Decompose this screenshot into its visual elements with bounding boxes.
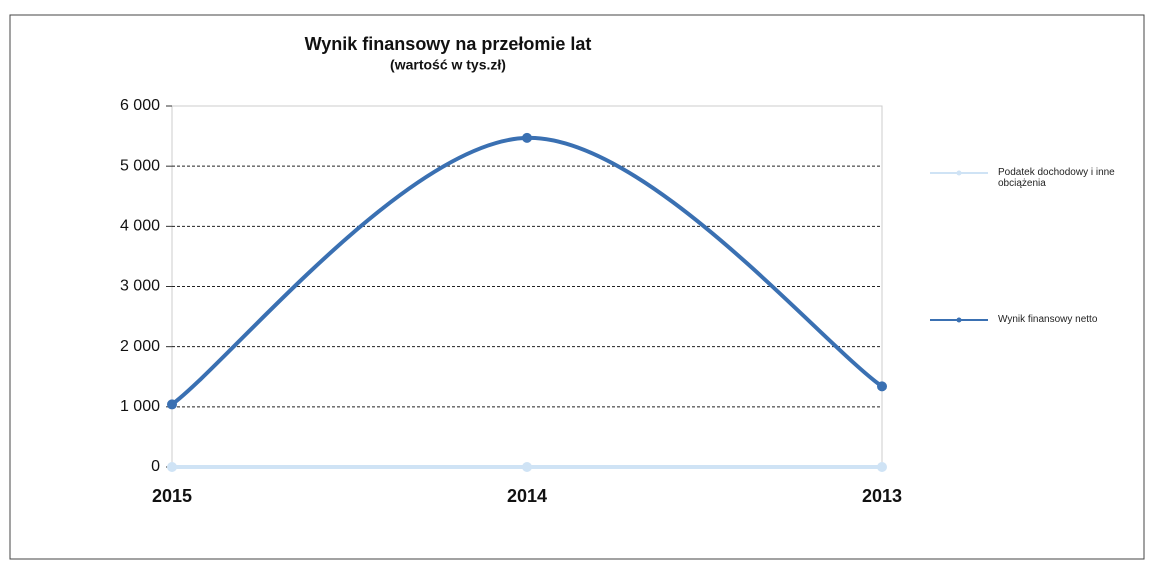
series-line — [170, 135, 884, 407]
chart-frame — [9, 14, 1145, 560]
point — [877, 381, 887, 392]
chart-subtitle: (wartość w tys.zł) — [390, 57, 506, 73]
legend-label: Podatek dochodowy i inne obciążenia — [998, 167, 1115, 189]
y-tick-label: 1 000 — [120, 398, 160, 415]
x-tick-label: 2014 — [507, 486, 547, 506]
point — [167, 462, 177, 472]
y-tick-label: 4 000 — [120, 218, 160, 235]
y-tick-label: 2 000 — [120, 338, 160, 355]
y-tick-label: 0 — [151, 458, 160, 475]
chart-title: Wynik finansowy na przełomie lat — [305, 34, 592, 54]
legend-marker — [956, 317, 962, 323]
y-tick-label: 6 000 — [120, 97, 160, 114]
legend-marker — [956, 170, 962, 176]
point — [522, 132, 532, 143]
legend-label: Wynik finansowy netto — [998, 314, 1098, 325]
y-tick-label: 3 000 — [120, 278, 160, 295]
y-tick-label: 5 000 — [120, 157, 160, 174]
point — [167, 399, 177, 410]
point — [522, 462, 532, 472]
x-tick-label: 2015 — [152, 486, 192, 506]
x-tick-label: 2013 — [862, 486, 902, 506]
point — [877, 462, 887, 472]
